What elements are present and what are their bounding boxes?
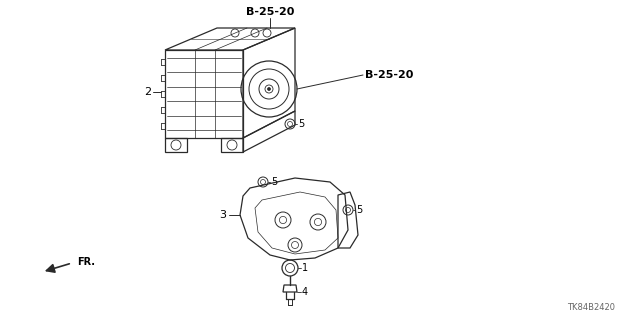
Text: B-25-20: B-25-20 [365,70,413,80]
Circle shape [268,87,271,91]
Text: 5: 5 [298,119,304,129]
Text: 5: 5 [271,177,277,187]
Text: FR.: FR. [77,257,95,267]
Text: TK84B2420: TK84B2420 [567,303,615,313]
Text: 5: 5 [356,205,362,215]
Text: 2: 2 [145,87,152,97]
Text: 1: 1 [302,263,308,273]
Text: B-25-20: B-25-20 [246,7,294,17]
Text: 4: 4 [302,287,308,297]
Text: 3: 3 [220,210,227,220]
